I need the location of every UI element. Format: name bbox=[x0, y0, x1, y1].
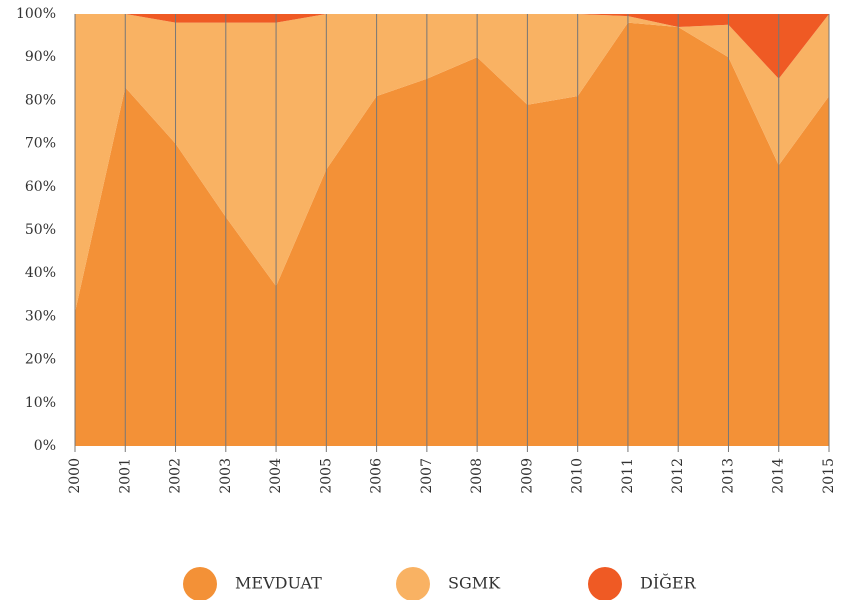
y-tick-label: 100% bbox=[16, 6, 56, 22]
x-tick-label: 2014 bbox=[771, 458, 787, 494]
legend-label: MEVDUAT bbox=[235, 574, 322, 593]
y-tick-label: 30% bbox=[25, 308, 56, 324]
legend-label: DİĞER bbox=[640, 573, 697, 593]
y-tick-label: 70% bbox=[25, 136, 56, 152]
area bbox=[75, 14, 829, 313]
x-tick-label: 2000 bbox=[67, 458, 83, 494]
x-tick-label: 2001 bbox=[117, 458, 133, 494]
area bbox=[75, 14, 829, 79]
y-tick-label: 80% bbox=[25, 92, 56, 108]
y-tick-label: 60% bbox=[25, 179, 56, 195]
y-tick-label: 50% bbox=[25, 222, 56, 238]
y-tick-label: 90% bbox=[25, 49, 56, 65]
y-tick-label: 40% bbox=[25, 265, 56, 281]
area bbox=[75, 22, 829, 446]
y-tick-label: 20% bbox=[25, 352, 56, 368]
x-tick-label: 2004 bbox=[268, 458, 284, 494]
legend-swatch bbox=[588, 567, 622, 600]
legend-swatch bbox=[396, 567, 430, 600]
y-tick-label: 10% bbox=[25, 395, 56, 411]
legend-swatch bbox=[183, 567, 217, 600]
x-tick-label: 2003 bbox=[218, 458, 234, 494]
y-tick-label: 0% bbox=[34, 438, 56, 454]
x-tick-label: 2013 bbox=[720, 458, 736, 494]
x-tick-label: 2002 bbox=[168, 458, 184, 494]
legend-label: SGMK bbox=[448, 574, 501, 593]
x-tick-label: 2008 bbox=[469, 458, 485, 494]
x-tick-label: 2006 bbox=[369, 458, 385, 494]
x-tick-label: 2009 bbox=[519, 458, 535, 494]
x-tick-label: 2005 bbox=[318, 458, 334, 494]
x-tick-label: 2011 bbox=[620, 458, 636, 494]
x-tick-label: 2015 bbox=[821, 458, 837, 494]
x-tick-label: 2012 bbox=[670, 458, 686, 494]
x-tick-label: 2010 bbox=[570, 458, 586, 494]
x-tick-label: 2007 bbox=[419, 458, 435, 494]
